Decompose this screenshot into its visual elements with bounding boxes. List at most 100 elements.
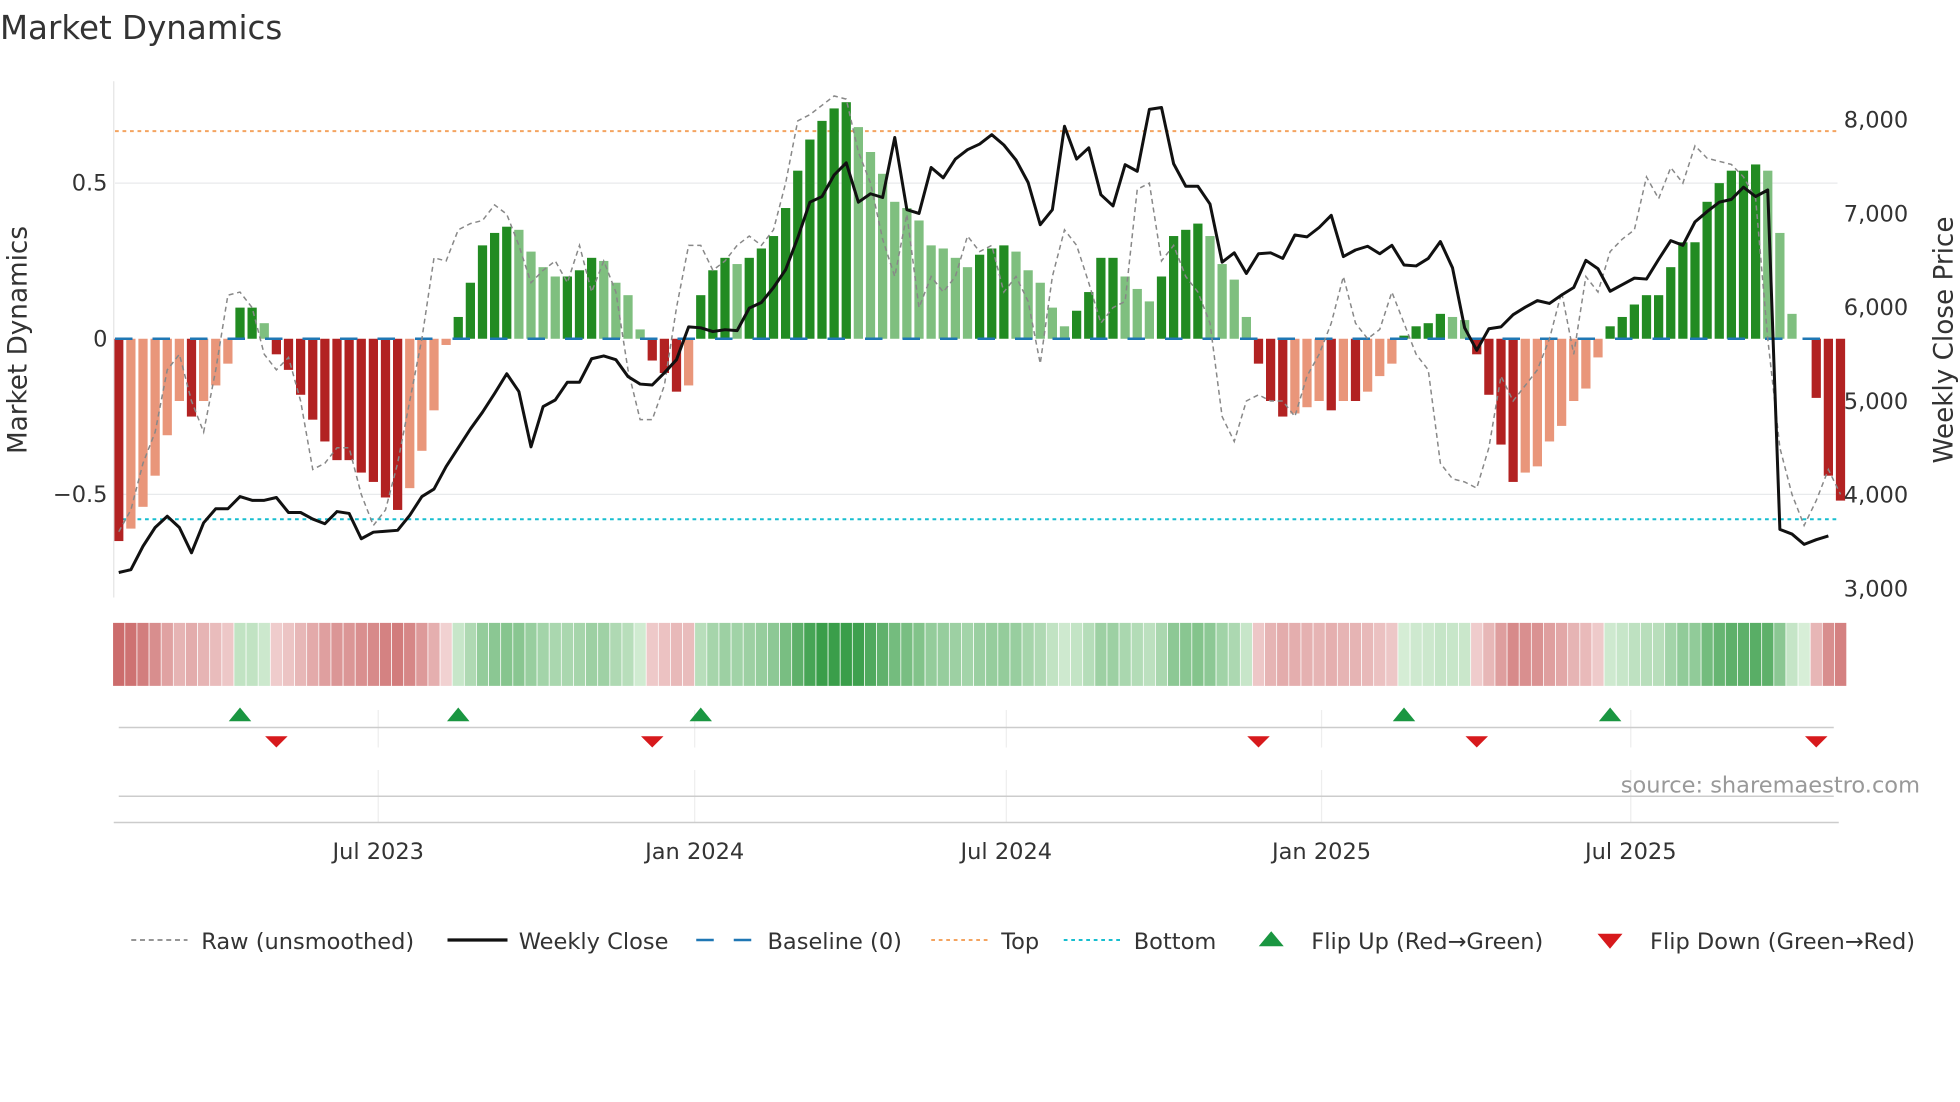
heat-cell — [1543, 622, 1557, 687]
momentum-bar — [793, 170, 803, 339]
heat-cell — [682, 622, 696, 687]
heat-cell — [1518, 622, 1532, 687]
momentum-bar — [1217, 264, 1227, 339]
heat-cell — [1324, 622, 1338, 687]
heat-cell — [1785, 622, 1799, 687]
heat-cell — [1130, 622, 1144, 687]
momentum-bar — [756, 248, 767, 339]
flip-up-marker — [1392, 707, 1416, 722]
heat-cell — [1373, 622, 1387, 687]
momentum-bar — [1096, 257, 1106, 339]
legend: Raw (unsmoothed) Weekly Close Baseline (0)… — [131, 929, 1915, 955]
flip-markers — [228, 707, 1828, 748]
heat-cell — [221, 622, 235, 687]
momentum-bar — [1229, 279, 1239, 339]
momentum-bar — [150, 338, 160, 476]
legend-label: Bottom — [1134, 929, 1217, 955]
heat-cell — [1773, 622, 1787, 687]
y2-tick-label: 8,000 — [1844, 108, 1908, 134]
heat-cell — [488, 622, 502, 687]
heat-cell — [451, 622, 465, 687]
heat-cell — [476, 622, 490, 687]
legend-label: Raw (unsmoothed) — [201, 929, 414, 955]
momentum-bar — [1108, 257, 1118, 339]
heat-cell — [1446, 622, 1460, 687]
heat-cell — [779, 622, 793, 687]
heat-cell — [1421, 622, 1435, 687]
heat-cell — [1664, 622, 1678, 687]
momentum-bar — [865, 152, 876, 339]
heat-cell — [197, 622, 211, 687]
heat-cell — [1312, 622, 1326, 687]
heat-cell — [257, 622, 271, 687]
momentum-bar — [1084, 292, 1094, 339]
heat-cell — [985, 622, 999, 687]
momentum-bar — [1690, 242, 1700, 339]
momentum-bar — [332, 338, 342, 461]
heat-cell — [839, 622, 853, 687]
heat-cell — [463, 622, 477, 687]
flip-down-marker — [1465, 736, 1488, 748]
heat-cell — [1615, 622, 1629, 687]
momentum-bar — [659, 338, 669, 373]
heat-cell — [439, 622, 453, 687]
heat-cell — [961, 622, 975, 687]
heat-cell — [670, 622, 684, 687]
momentum-bar — [1520, 338, 1530, 473]
x-tick-label: Jul 2023 — [330, 839, 424, 865]
heat-cell — [815, 622, 829, 687]
momentum-bar — [1059, 326, 1070, 339]
heat-cell — [1640, 622, 1654, 687]
y2-tick-label: 3,000 — [1844, 576, 1908, 602]
flip-down-marker — [641, 736, 664, 748]
heat-cell — [1155, 622, 1169, 687]
momentum-bar — [1738, 170, 1749, 339]
x-tick-label: Jul 2024 — [959, 839, 1053, 865]
momentum-bar — [1666, 267, 1676, 339]
heat-cell — [573, 622, 587, 687]
y-tick-label: −0.5 — [53, 482, 108, 508]
momentum-bar — [186, 338, 197, 417]
momentum-bar — [1363, 338, 1373, 392]
momentum-bar — [975, 254, 985, 339]
heat-cell — [876, 622, 890, 687]
heat-cell — [1167, 622, 1181, 687]
y2-tick-label: 5,000 — [1844, 389, 1908, 415]
momentum-bar — [1617, 316, 1627, 339]
heat-cell — [1227, 622, 1241, 687]
momentum-bar — [1302, 338, 1312, 408]
momentum-bar — [356, 338, 366, 473]
momentum-bar — [1605, 326, 1615, 339]
y-tick-label: 0.5 — [72, 171, 108, 197]
heat-cell — [888, 622, 902, 687]
legend-flip-up-icon — [1258, 931, 1284, 947]
momentum-bar — [1641, 295, 1652, 339]
momentum-bar — [878, 173, 888, 339]
heat-cell — [1106, 622, 1120, 687]
heat-cell — [1567, 622, 1581, 687]
y2-tick-label: 7,000 — [1844, 201, 1908, 227]
heat-cell — [1749, 622, 1763, 687]
legend-label: Baseline (0) — [768, 929, 902, 955]
heat-cell — [1276, 622, 1290, 687]
momentum-bar — [708, 270, 718, 339]
heat-cell — [1118, 622, 1132, 687]
heat-cell — [1349, 622, 1363, 687]
momentum-bar — [1569, 338, 1579, 401]
momentum-bar — [1423, 323, 1433, 339]
x-tick-label: Jan 2025 — [1270, 839, 1371, 865]
momentum-bar — [671, 338, 682, 392]
heat-cell — [827, 622, 841, 687]
flip-down-marker — [265, 736, 288, 748]
heat-cell — [936, 622, 950, 687]
heat-cell — [1058, 622, 1072, 687]
momentum-bar — [623, 295, 633, 339]
heat-cell — [864, 622, 878, 687]
momentum-bar — [1435, 313, 1445, 339]
momentum-bar — [526, 251, 536, 339]
momentum-bar — [1811, 338, 1821, 398]
heat-cell — [1591, 622, 1605, 687]
momentum-bar — [126, 338, 136, 529]
momentum-bar — [902, 208, 912, 339]
momentum-bar — [611, 282, 621, 339]
